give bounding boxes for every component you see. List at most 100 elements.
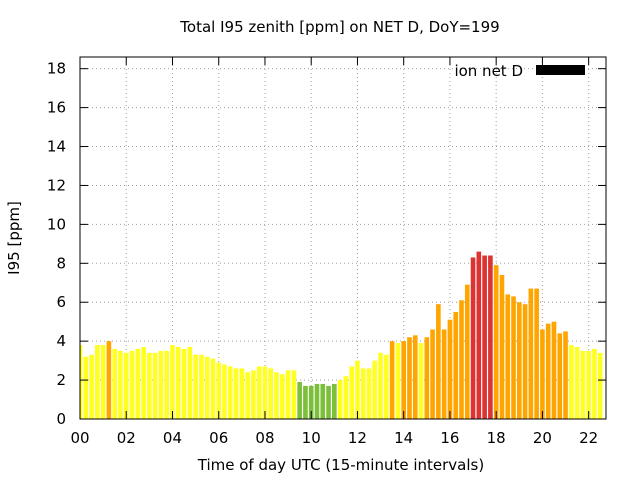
bar	[592, 348, 597, 419]
bar	[557, 333, 563, 419]
bar	[459, 300, 464, 419]
bar	[470, 257, 476, 419]
y-tick-label: 2	[56, 371, 66, 389]
bar	[285, 370, 291, 419]
bar	[80, 345, 83, 419]
bar	[511, 296, 516, 419]
bar	[95, 345, 100, 419]
bar	[441, 329, 447, 419]
bar	[418, 343, 424, 419]
bar	[152, 352, 158, 419]
x-tick-label: 02	[117, 429, 136, 447]
plot-frame	[79, 56, 607, 420]
bar	[89, 354, 94, 419]
bar	[320, 383, 326, 419]
bar	[147, 352, 152, 419]
bar	[181, 348, 187, 419]
x-tick-label: 00	[70, 429, 89, 447]
bar	[545, 323, 551, 419]
bar	[534, 288, 539, 419]
bar	[436, 304, 441, 419]
bar	[175, 346, 181, 419]
bar	[256, 366, 262, 419]
bar	[493, 265, 499, 419]
bar	[540, 329, 545, 419]
bar	[141, 346, 146, 419]
bar	[516, 302, 522, 419]
bar	[586, 350, 591, 419]
grid	[80, 57, 606, 419]
bar	[343, 376, 349, 419]
x-tick-label: 16	[440, 429, 459, 447]
x-tick-label: 04	[163, 429, 182, 447]
bar	[569, 345, 574, 419]
bar	[349, 366, 354, 419]
bar	[366, 368, 372, 419]
bar	[337, 380, 343, 419]
y-tick-label: 0	[56, 410, 66, 428]
bar	[106, 341, 112, 419]
bar	[551, 321, 557, 419]
y-tick-label: 6	[56, 293, 66, 311]
x-tick-label: 12	[348, 429, 367, 447]
x-tick-label: 06	[209, 429, 228, 447]
bar	[488, 255, 493, 419]
bar	[227, 366, 233, 419]
bar	[297, 382, 302, 419]
bar	[268, 368, 274, 419]
bar	[395, 343, 401, 419]
y-tick-label: 18	[47, 60, 66, 78]
bar	[430, 329, 435, 419]
legend: ion net D	[454, 62, 585, 80]
bar	[447, 319, 453, 419]
bar	[378, 352, 383, 419]
bar	[384, 354, 389, 419]
bar	[291, 370, 297, 419]
bar	[482, 255, 487, 419]
bar	[239, 368, 245, 419]
bar	[199, 354, 204, 419]
bar	[164, 350, 170, 419]
bar	[158, 350, 164, 419]
bar	[464, 284, 470, 419]
bar	[332, 383, 337, 419]
bar	[279, 374, 285, 419]
bar	[580, 350, 586, 419]
bar	[233, 368, 239, 419]
y-tick-label: 16	[47, 99, 66, 117]
bar	[251, 370, 256, 419]
y-tick-labels: 0 2 4 6 8 10 12 14 16 18	[47, 60, 66, 428]
x-tick-label: 20	[533, 429, 552, 447]
bar	[303, 385, 308, 419]
bar	[563, 331, 568, 419]
x-tick-label: 14	[394, 429, 413, 447]
bar	[574, 346, 580, 419]
y-tick-label: 14	[47, 138, 66, 156]
bar	[401, 341, 407, 419]
bar	[372, 360, 378, 419]
chart-title: Total I95 zenith [ppm] on NET D, DoY=199	[179, 18, 499, 36]
bar	[355, 360, 360, 419]
bar	[262, 366, 268, 419]
axis-ticks	[79, 57, 606, 420]
bar-series	[80, 251, 603, 419]
bar	[326, 385, 331, 419]
y-tick-label: 12	[47, 176, 66, 194]
bar	[204, 356, 210, 419]
bar	[499, 274, 505, 419]
bar	[100, 345, 106, 419]
x-tick-label: 18	[487, 429, 506, 447]
y-axis-label: I95 [ppm]	[5, 201, 23, 275]
bar	[412, 335, 418, 419]
bar	[112, 348, 117, 419]
bar	[360, 368, 366, 419]
bar	[216, 362, 222, 419]
bar	[83, 356, 89, 419]
x-tick-labels: 00 02 04 06 08 10 12 14 16 18 20 22	[70, 429, 598, 447]
bar	[274, 372, 279, 419]
bar	[522, 304, 528, 419]
bar	[245, 372, 250, 419]
bar	[453, 311, 459, 419]
bar	[407, 337, 412, 419]
